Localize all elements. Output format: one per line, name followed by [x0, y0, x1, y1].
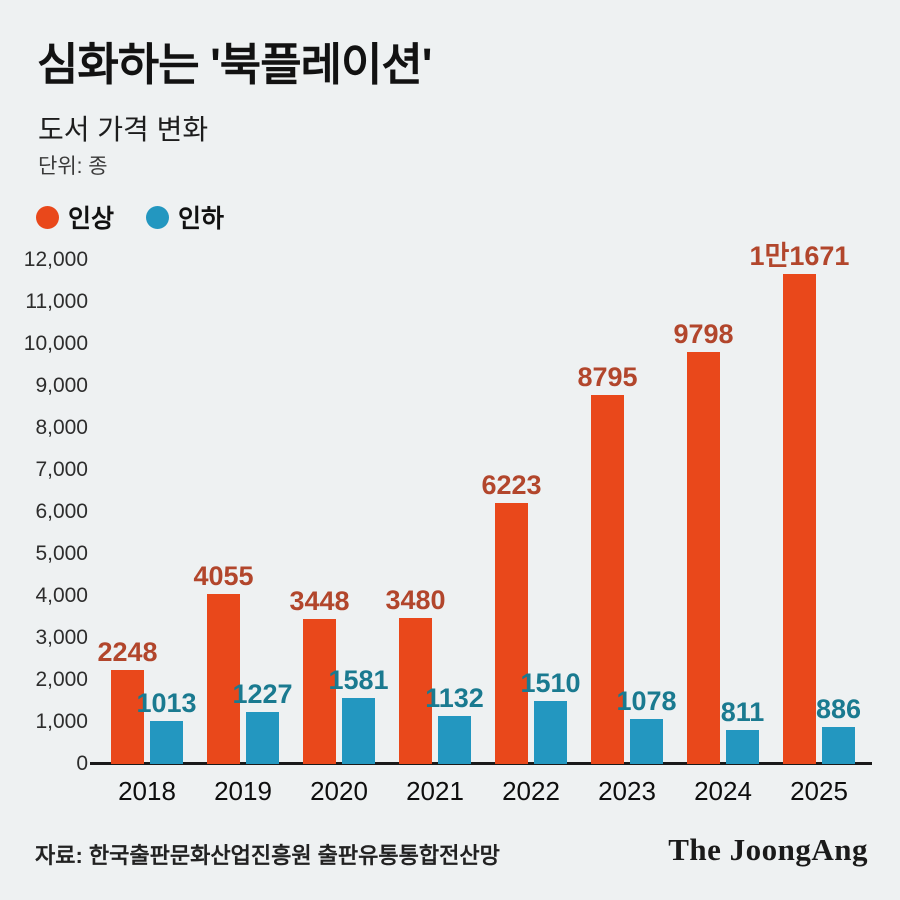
legend-label-decrease: 인하 — [178, 205, 225, 233]
bar-value-label: 8795 — [577, 361, 638, 392]
bar-value-label: 3480 — [385, 584, 446, 615]
x-axis-label: 2021 — [406, 776, 464, 806]
bar-인하-2025 — [822, 726, 855, 764]
bar-인하-2022 — [534, 700, 567, 764]
bar-value-label: 1510 — [520, 667, 581, 698]
y-axis-tick-label: 9,000 — [35, 374, 88, 397]
y-axis-tick-label: 7,000 — [35, 458, 88, 481]
x-axis-label: 2024 — [694, 776, 752, 806]
y-axis-tick-label: 8,000 — [35, 416, 88, 439]
y-axis-tick-label: 6,000 — [35, 500, 88, 523]
bar-value-label: 1078 — [616, 685, 677, 716]
bar-value-label: 6223 — [481, 469, 542, 500]
increase-dot-icon — [36, 205, 59, 229]
y-axis-tick-label: 12,000 — [23, 248, 88, 271]
y-axis-tick-label: 3,000 — [35, 626, 88, 649]
bar-인상-2018 — [111, 669, 144, 764]
bar-인상-2025 — [783, 273, 816, 764]
x-axis-label: 2019 — [214, 776, 272, 806]
bar-value-label: 1만1671 — [749, 240, 850, 271]
y-axis-tick-label: 11,000 — [25, 290, 88, 313]
bar-value-label: 3448 — [289, 586, 350, 617]
bar-value-label: 1227 — [232, 679, 293, 710]
y-axis-tick-label: 10,000 — [23, 332, 88, 355]
bar-인하-2019 — [246, 712, 279, 764]
bar-인상-2021 — [399, 617, 432, 764]
x-axis-line — [90, 762, 872, 765]
y-axis-tick-label: 2,000 — [35, 668, 88, 691]
bar-value-label: 1132 — [425, 683, 484, 714]
bar-value-label: 1013 — [136, 688, 197, 719]
y-axis-tick-label: 1,000 — [35, 710, 88, 733]
y-axis-tick-label: 5,000 — [35, 542, 88, 565]
chart-subtitle: 도서 가격 변화 — [38, 114, 209, 145]
y-axis-tick-label: 4,000 — [35, 584, 88, 607]
bar-인상-2024 — [687, 352, 720, 764]
bar-value-label: 1581 — [328, 664, 389, 695]
bar-인상-2019 — [207, 593, 240, 764]
bar-value-label: 811 — [720, 696, 765, 727]
bar-인상-2020 — [303, 619, 336, 764]
bar-인하-2023 — [630, 718, 663, 764]
bar-value-label: 4055 — [193, 560, 254, 591]
bar-인하-2020 — [342, 697, 375, 764]
x-axis-label: 2018 — [118, 776, 176, 806]
bar-인상-2023 — [591, 394, 624, 764]
source-credit: 자료: 한국출판문화산업진흥원 출판유통통합전산망 — [35, 843, 500, 868]
bar-value-label: 2248 — [97, 636, 158, 667]
page-title: 심화하는 '북플레이션' — [37, 39, 433, 90]
bar-인상-2022 — [495, 502, 528, 764]
bar-인하-2018 — [150, 721, 183, 764]
bar-value-label: 886 — [815, 693, 862, 724]
x-axis-label: 2025 — [790, 776, 848, 806]
bar-인하-2021 — [438, 716, 471, 764]
bar-인하-2024 — [726, 729, 759, 764]
legend: 인상 인하 — [36, 199, 242, 235]
legend-label-increase: 인상 — [68, 205, 115, 233]
publisher-logo: The JoongAng — [668, 832, 868, 867]
legend-item-increase: 인상 — [36, 199, 114, 235]
x-axis-label: 2022 — [502, 776, 560, 806]
y-axis-tick-label: 0 — [76, 752, 88, 775]
bar-value-label: 9798 — [673, 319, 734, 350]
unit-label: 단위: 종 — [38, 155, 108, 178]
x-axis-label: 2020 — [310, 776, 368, 806]
decrease-dot-icon — [146, 205, 170, 229]
x-axis-label: 2023 — [598, 776, 656, 806]
legend-item-decrease: 인하 — [146, 199, 224, 235]
